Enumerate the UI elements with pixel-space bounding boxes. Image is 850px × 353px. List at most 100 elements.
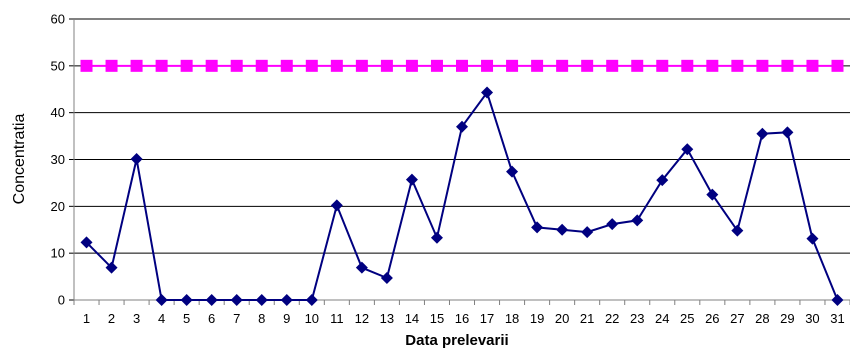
x-tick-label: 23 <box>630 311 644 326</box>
data-point <box>481 59 494 72</box>
data-point <box>806 232 819 245</box>
x-tick-label: 20 <box>555 311 569 326</box>
data-point <box>180 294 193 306</box>
data-point <box>430 231 443 244</box>
x-tick-label: 17 <box>480 311 494 326</box>
data-point <box>155 294 168 306</box>
y-tick-label: 0 <box>58 293 65 308</box>
data-point <box>706 59 719 72</box>
data-point <box>656 59 669 72</box>
data-point <box>531 221 544 234</box>
x-tick-label: 27 <box>730 311 744 326</box>
data-point <box>355 261 368 274</box>
series-2 <box>80 59 844 72</box>
data-point <box>781 59 794 72</box>
x-tick-label: 30 <box>805 311 819 326</box>
x-tick-label: 8 <box>258 311 265 326</box>
data-point <box>781 126 794 139</box>
data-point <box>230 294 243 306</box>
gridlines <box>74 18 850 254</box>
data-point <box>456 120 468 133</box>
data-point <box>731 59 744 72</box>
x-tick-label: 22 <box>605 311 619 326</box>
x-tick-label: 2 <box>108 311 115 326</box>
x-tick-label: 21 <box>580 311 594 326</box>
data-point <box>105 261 118 274</box>
data-point <box>130 59 143 72</box>
data-point <box>405 173 418 186</box>
x-tick-label: 7 <box>233 311 240 326</box>
data-point <box>806 59 819 72</box>
x-tick-label: 1 <box>83 311 90 326</box>
x-tick-label: 25 <box>680 311 694 326</box>
x-tick-label: 24 <box>655 311 669 326</box>
data-point <box>456 59 468 72</box>
x-tick-label: 16 <box>455 311 469 326</box>
data-point <box>481 86 494 99</box>
y-tick-label: 30 <box>51 152 65 167</box>
y-tick-label: 50 <box>51 58 65 73</box>
data-point <box>831 294 844 306</box>
y-axis-ticks: 0 10 20 30 40 50 60 <box>51 12 74 308</box>
data-point <box>831 59 844 72</box>
x-tick-label: 19 <box>530 311 544 326</box>
data-point <box>706 188 719 201</box>
data-point <box>731 224 744 237</box>
data-point <box>581 59 594 72</box>
data-point <box>380 59 393 72</box>
data-point <box>656 174 669 187</box>
data-point <box>531 59 544 72</box>
data-point <box>631 59 644 72</box>
data-point <box>130 153 143 166</box>
x-tick-label: 3 <box>133 311 140 326</box>
data-point <box>430 59 443 72</box>
data-point <box>305 294 318 306</box>
data-point <box>330 199 343 212</box>
x-tick-label: 5 <box>183 311 190 326</box>
data-point <box>230 59 243 72</box>
x-tick-label: 29 <box>780 311 794 326</box>
data-point <box>581 226 594 239</box>
data-point <box>681 59 694 72</box>
x-tick-label: 15 <box>430 311 444 326</box>
data-point <box>756 59 769 72</box>
data-point <box>205 294 218 306</box>
data-point <box>180 59 193 72</box>
data-point <box>681 143 694 156</box>
data-point <box>355 59 368 72</box>
data-point <box>606 59 619 72</box>
data-point <box>255 294 268 306</box>
data-point <box>80 59 93 72</box>
data-point <box>280 59 293 72</box>
data-point <box>405 59 418 72</box>
x-tick-label: 6 <box>208 311 215 326</box>
x-tick-label: 26 <box>705 311 719 326</box>
data-point <box>80 236 93 249</box>
data-point <box>255 59 268 72</box>
data-point <box>280 294 293 306</box>
x-tick-label: 28 <box>755 311 769 326</box>
data-point <box>155 59 168 72</box>
data-point <box>105 59 118 72</box>
y-tick-label: 20 <box>51 199 65 214</box>
x-tick-label: 31 <box>830 311 844 326</box>
data-point <box>330 59 343 72</box>
series-1 <box>80 86 844 306</box>
x-tick-label: 4 <box>158 311 165 326</box>
data-point <box>506 165 519 178</box>
y-axis-label: Concentratia <box>11 114 28 205</box>
x-tick-label: 9 <box>283 311 290 326</box>
y-tick-label: 60 <box>51 12 65 27</box>
data-point <box>305 59 318 72</box>
data-point <box>205 59 218 72</box>
data-point <box>380 271 393 284</box>
x-axis-label: Data prelevarii <box>405 332 508 349</box>
y-tick-label: 10 <box>51 246 65 261</box>
series-layer <box>80 59 844 306</box>
y-tick-label: 40 <box>51 105 65 120</box>
data-point <box>506 59 519 72</box>
x-tick-label: 10 <box>305 311 319 326</box>
x-tick-label: 13 <box>380 311 394 326</box>
data-point <box>631 214 644 227</box>
